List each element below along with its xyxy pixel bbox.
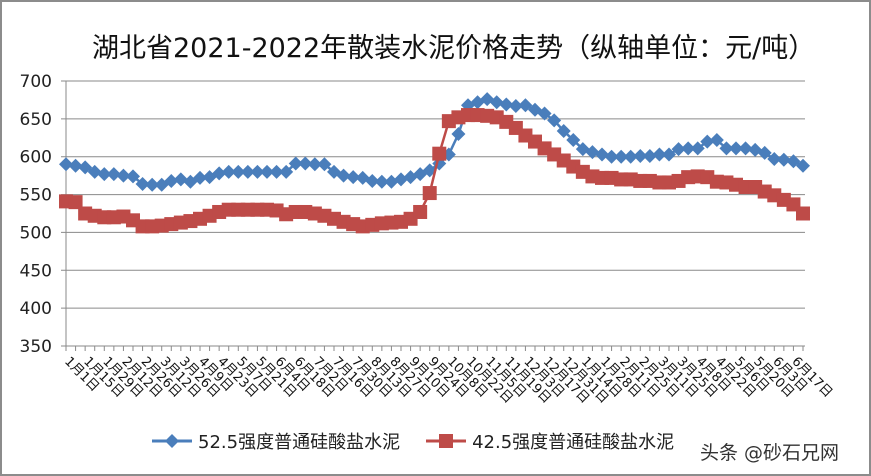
legend: 52.5强度普通硅酸盐水泥 42.5强度普通硅酸盐水泥 — [150, 428, 674, 454]
data-point — [298, 156, 313, 171]
data-point — [700, 134, 715, 149]
data-point — [547, 113, 562, 128]
data-point — [135, 176, 150, 191]
y-tick-label: 550 — [20, 186, 52, 206]
data-point — [604, 149, 619, 164]
data-point — [451, 127, 466, 141]
square-marker-icon — [426, 434, 467, 448]
data-point — [317, 157, 332, 172]
data-point — [595, 147, 609, 162]
data-point — [87, 164, 102, 179]
data-point — [250, 164, 265, 179]
diamond-marker-icon — [152, 434, 192, 448]
data-point — [221, 164, 236, 179]
data-point — [394, 172, 408, 187]
data-point — [307, 157, 322, 172]
data-point — [193, 170, 207, 185]
legend-item-42-5: 42.5强度普通硅酸盐水泥 — [424, 428, 674, 454]
data-point — [709, 133, 724, 148]
data-point — [738, 141, 753, 156]
data-point — [422, 186, 437, 201]
data-point — [614, 149, 629, 164]
data-point — [212, 166, 227, 181]
data-point — [374, 174, 389, 189]
series-group — [59, 92, 810, 234]
y-tick-label: 500 — [20, 223, 52, 243]
data-point — [585, 145, 600, 160]
data-point — [671, 142, 686, 157]
legend-label-42-5: 42.5强度普通硅酸盐水泥 — [472, 432, 675, 453]
data-point — [106, 167, 121, 182]
data-point — [365, 173, 380, 188]
data-point — [432, 146, 447, 161]
y-tick-label: 600 — [20, 148, 52, 168]
data-point — [662, 147, 676, 162]
series-52-5 — [59, 92, 810, 192]
data-point — [518, 98, 533, 113]
data-point — [556, 123, 571, 138]
data-point — [767, 151, 782, 166]
data-point — [729, 141, 743, 156]
data-point — [652, 147, 667, 162]
data-point — [489, 95, 504, 110]
data-point — [537, 106, 552, 121]
data-point — [508, 98, 523, 113]
data-point — [78, 160, 93, 175]
y-tick-label: 450 — [20, 261, 52, 281]
chart-title: 湖北省2021-2022年散装水泥价格走势（纵轴单位：元/吨） — [92, 33, 816, 64]
data-point — [260, 164, 274, 179]
legend-item-52-5: 52.5强度普通硅酸盐水泥 — [150, 428, 400, 454]
data-point — [116, 168, 131, 183]
data-point — [269, 164, 284, 179]
data-point — [231, 164, 246, 179]
data-point — [757, 145, 772, 160]
data-point — [288, 156, 303, 171]
data-point — [786, 154, 801, 169]
y-tick-label: 650 — [20, 110, 52, 130]
data-point — [126, 169, 140, 184]
data-point — [68, 158, 83, 173]
data-point — [623, 149, 638, 164]
data-point — [776, 152, 791, 167]
data-point — [796, 206, 810, 221]
data-point — [240, 164, 255, 179]
data-point — [346, 170, 361, 185]
y-tick-label: 350 — [20, 337, 52, 357]
data-point — [566, 133, 581, 148]
data-point — [499, 97, 514, 112]
gridlines — [61, 80, 805, 347]
data-point — [145, 177, 160, 192]
data-point — [336, 168, 351, 183]
data-point — [796, 158, 810, 173]
data-point — [68, 195, 83, 210]
data-point — [173, 172, 188, 187]
x-axis: 1月1日1月15日1月29日2月12日2月26日3月12日3月26日4月9日4月… — [61, 346, 835, 407]
data-point — [413, 204, 428, 219]
data-point — [384, 174, 399, 189]
data-point — [633, 148, 648, 163]
watermark: 头条 @砂石兄网 — [700, 442, 840, 464]
data-point — [681, 141, 696, 156]
y-axis: 350 400 450 500 550 600 650 700 — [20, 72, 67, 357]
series-42-5 — [59, 108, 810, 234]
data-point — [164, 173, 179, 188]
data-point — [642, 148, 657, 163]
data-point — [690, 141, 705, 156]
y-tick-label: 400 — [20, 299, 52, 319]
data-point — [59, 157, 73, 172]
data-point — [279, 164, 294, 179]
y-tick-label: 700 — [20, 72, 52, 92]
data-point — [719, 141, 734, 156]
legend-label-52-5: 52.5强度普通硅酸盐水泥 — [198, 432, 401, 453]
data-point — [97, 167, 112, 182]
